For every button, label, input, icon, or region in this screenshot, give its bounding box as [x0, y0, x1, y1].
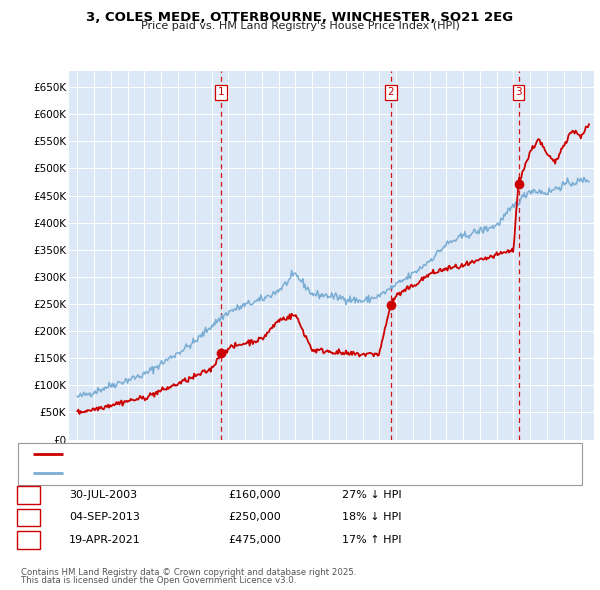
Text: 3, COLES MEDE, OTTERBOURNE, WINCHESTER, SO21 2EG: 3, COLES MEDE, OTTERBOURNE, WINCHESTER, …: [86, 11, 514, 24]
Text: 18% ↓ HPI: 18% ↓ HPI: [342, 513, 401, 522]
Text: £475,000: £475,000: [228, 535, 281, 545]
Text: 3, COLES MEDE, OTTERBOURNE, WINCHESTER, SO21 2EG (semi-detached house): 3, COLES MEDE, OTTERBOURNE, WINCHESTER, …: [69, 450, 468, 460]
Text: 2: 2: [388, 87, 394, 97]
Text: 04-SEP-2013: 04-SEP-2013: [69, 513, 140, 522]
Text: 27% ↓ HPI: 27% ↓ HPI: [342, 490, 401, 500]
Text: 19-APR-2021: 19-APR-2021: [69, 535, 141, 545]
Text: 1: 1: [218, 87, 224, 97]
Text: Contains HM Land Registry data © Crown copyright and database right 2025.: Contains HM Land Registry data © Crown c…: [21, 568, 356, 577]
Text: 17% ↑ HPI: 17% ↑ HPI: [342, 535, 401, 545]
Text: 2: 2: [25, 513, 32, 522]
Text: This data is licensed under the Open Government Licence v3.0.: This data is licensed under the Open Gov…: [21, 576, 296, 585]
Text: 30-JUL-2003: 30-JUL-2003: [69, 490, 137, 500]
Text: 1: 1: [25, 490, 32, 500]
Text: 3: 3: [25, 535, 32, 545]
Text: Price paid vs. HM Land Registry's House Price Index (HPI): Price paid vs. HM Land Registry's House …: [140, 21, 460, 31]
Text: £160,000: £160,000: [228, 490, 281, 500]
Text: 3: 3: [515, 87, 522, 97]
Text: £250,000: £250,000: [228, 513, 281, 522]
Text: HPI: Average price, semi-detached house, Winchester: HPI: Average price, semi-detached house,…: [69, 468, 332, 478]
